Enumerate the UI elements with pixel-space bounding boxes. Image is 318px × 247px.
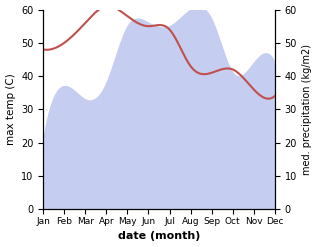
Y-axis label: max temp (C): max temp (C) <box>5 74 16 145</box>
Y-axis label: med. precipitation (kg/m2): med. precipitation (kg/m2) <box>302 44 313 175</box>
X-axis label: date (month): date (month) <box>118 231 200 242</box>
